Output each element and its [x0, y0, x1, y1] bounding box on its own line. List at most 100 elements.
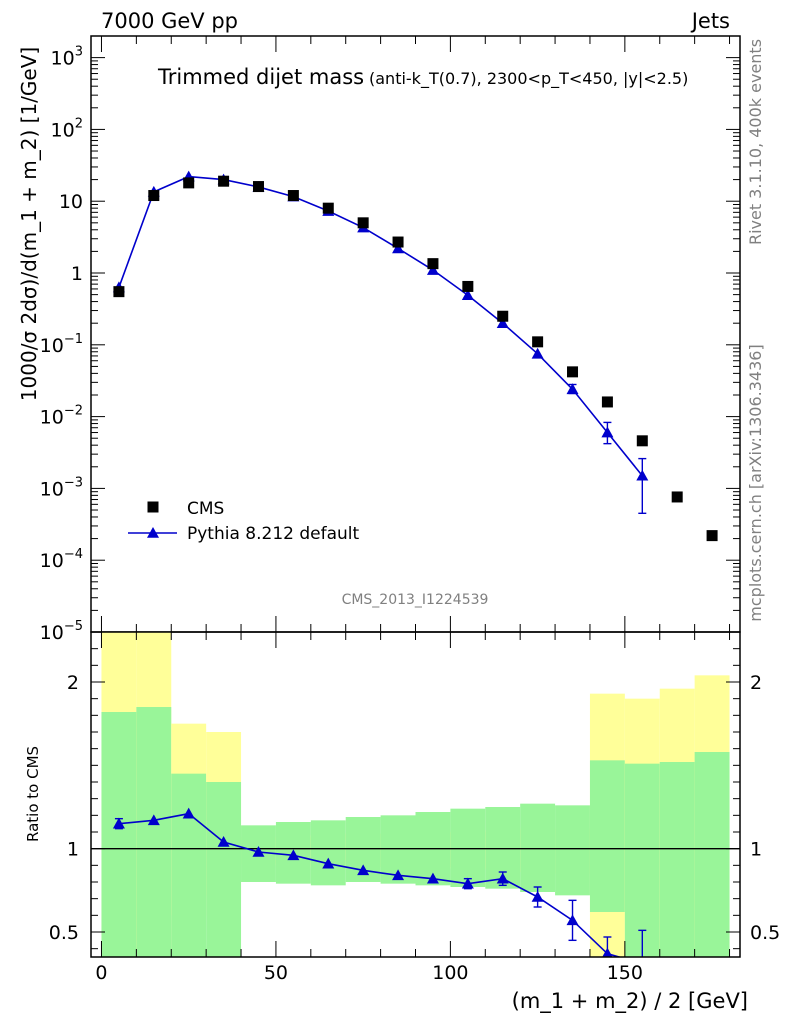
main-y-tick-label: 10−3: [40, 475, 83, 500]
main-y-tick-label: 10: [59, 191, 83, 213]
main-marks: [112, 170, 718, 542]
ratio-frame: [90, 631, 741, 958]
chart-subtitle: (anti-k_T(0.7), 2300<p_T<450, |y|<2.5): [369, 69, 688, 89]
mc-point: [636, 469, 649, 481]
cms-data-point: [427, 258, 439, 270]
cms-data-point: [183, 177, 195, 189]
x-tick-label: 0: [95, 962, 107, 984]
ratio-mc-line: [118, 812, 622, 957]
main-y-tick-label: 1: [71, 263, 83, 285]
y-axis-title: 1000/σ 2dσ)/d(m_1 + m_2) [1/GeV]: [17, 47, 41, 401]
header-right: Jets: [690, 9, 730, 33]
ratio-band-inner: [555, 805, 590, 896]
ratio-mc-point: [112, 817, 125, 829]
ratio-y-tick-label: 0.5: [49, 922, 79, 944]
cms-data-point: [671, 491, 683, 503]
legend-cms-label: CMS: [187, 499, 224, 519]
ratio-band-inner: [101, 712, 137, 957]
ratio-band-inner: [589, 760, 625, 912]
cms-data-point: [601, 396, 613, 408]
ratio-mc-point: [217, 836, 230, 847]
x-tick-label: 150: [607, 962, 643, 984]
chart-title: Trimmed dijet mass: [157, 65, 364, 89]
cms-data-point: [532, 336, 544, 348]
cms-data-point: [567, 366, 579, 378]
ratio-bands: [101, 632, 730, 957]
cms-data-point: [322, 202, 334, 214]
ratio-band-inner: [136, 707, 172, 957]
x-ticks: 0 50 100 150: [95, 36, 731, 984]
rivet-version-label: Rivet 3.1.10, 400k events: [746, 39, 765, 245]
ratio-mc-point: [322, 857, 335, 869]
ratio-band-inner: [171, 773, 207, 957]
cms-data-point: [497, 310, 509, 322]
ratio-y-ticks: 0.5 0.5 1 1 2 2: [49, 648, 780, 950]
cms-data-point: [706, 530, 718, 542]
mc-point: [496, 317, 509, 328]
main-y-tick-label: 10−5: [40, 619, 83, 644]
ratio-band-inner: [520, 803, 556, 892]
mc-series-line: [118, 175, 643, 477]
ratio-marks: [112, 807, 647, 957]
cms-data-point: [462, 280, 474, 292]
ratio-mc-point: [461, 877, 474, 889]
cms-data-point: [287, 190, 299, 202]
mc-point: [426, 264, 439, 275]
main-y-tick-label: 10−4: [40, 547, 83, 572]
mcplots-label: mcplots.cern.ch [arXiv:1306.3436]: [746, 344, 765, 621]
main-panel: Trimmed dijet mass (anti-k_T(0.7), 2300<…: [17, 35, 741, 644]
ratio-band-inner: [450, 808, 486, 887]
mc-point: [531, 347, 544, 359]
ratio-mc-point: [287, 849, 300, 861]
ratio-panel: 0.5 0.5 1 1 2 2 0 50 100 150 Ratio to CMS (m_1 +…: [24, 36, 780, 1014]
ratio-y-tick-label-right: 2: [750, 672, 762, 694]
ratio-band-inner: [659, 762, 695, 957]
ratio-y-tick-label: 1: [67, 839, 79, 861]
ratio-mc-point: [602, 947, 613, 957]
ratio-mc-point: [531, 891, 544, 902]
analysis-watermark: CMS_2013_I1224539: [342, 592, 489, 608]
ratio-mc-point: [357, 864, 370, 876]
ratio-mc-point: [566, 914, 579, 926]
x-tick-label: 50: [264, 962, 288, 984]
ratio-y-tick-label-right: 1: [750, 839, 762, 861]
ratio-mc-point: [252, 846, 265, 857]
cms-data-point: [113, 286, 125, 298]
ratio-band-inner: [310, 820, 346, 886]
ratio-mc-point: [496, 872, 509, 884]
x-tick-label: 100: [432, 962, 468, 984]
cms-data-point: [252, 181, 264, 193]
cms-data-point: [636, 435, 648, 447]
legend: CMS Pythia 8.212 default: [128, 499, 360, 544]
ratio-y-tick-label-right: 0.5: [750, 922, 780, 944]
ratio-band-inner: [694, 752, 730, 957]
ratio-mc-point: [392, 869, 405, 881]
header-left: 7000 GeV pp: [101, 9, 238, 33]
legend-mc-marker: [147, 527, 159, 538]
cms-data-point: [148, 190, 160, 202]
mc-point: [392, 242, 405, 254]
mc-point: [566, 383, 579, 395]
cms-data-point: [357, 217, 369, 229]
main-y-tick-label: 102: [51, 116, 83, 141]
ratio-y-tick-label: 2: [67, 672, 79, 694]
x-axis-title: (m_1 + m_2) / 2 [GeV]: [512, 989, 748, 1014]
mc-point: [601, 426, 614, 438]
ratio-band-inner: [624, 763, 660, 957]
ratio-mc-point: [182, 807, 195, 819]
main-y-tick-label: 10−1: [40, 332, 83, 357]
cms-data-point: [218, 175, 230, 187]
ratio-y-axis-title: Ratio to CMS: [24, 746, 42, 842]
chart-title-main: Trimmed dijet mass: [157, 65, 364, 89]
legend-cms-marker: [147, 501, 159, 513]
cms-data-point: [392, 236, 404, 248]
mc-point: [461, 289, 474, 301]
main-y-tick-label: 103: [51, 45, 83, 70]
legend-mc-label: Pythia 8.212 default: [187, 524, 360, 544]
ratio-mc-point: [426, 872, 439, 884]
ratio-mc-point: [147, 814, 160, 826]
main-y-tick-label: 10−2: [40, 404, 83, 429]
ratio-band-inner: [206, 782, 242, 957]
